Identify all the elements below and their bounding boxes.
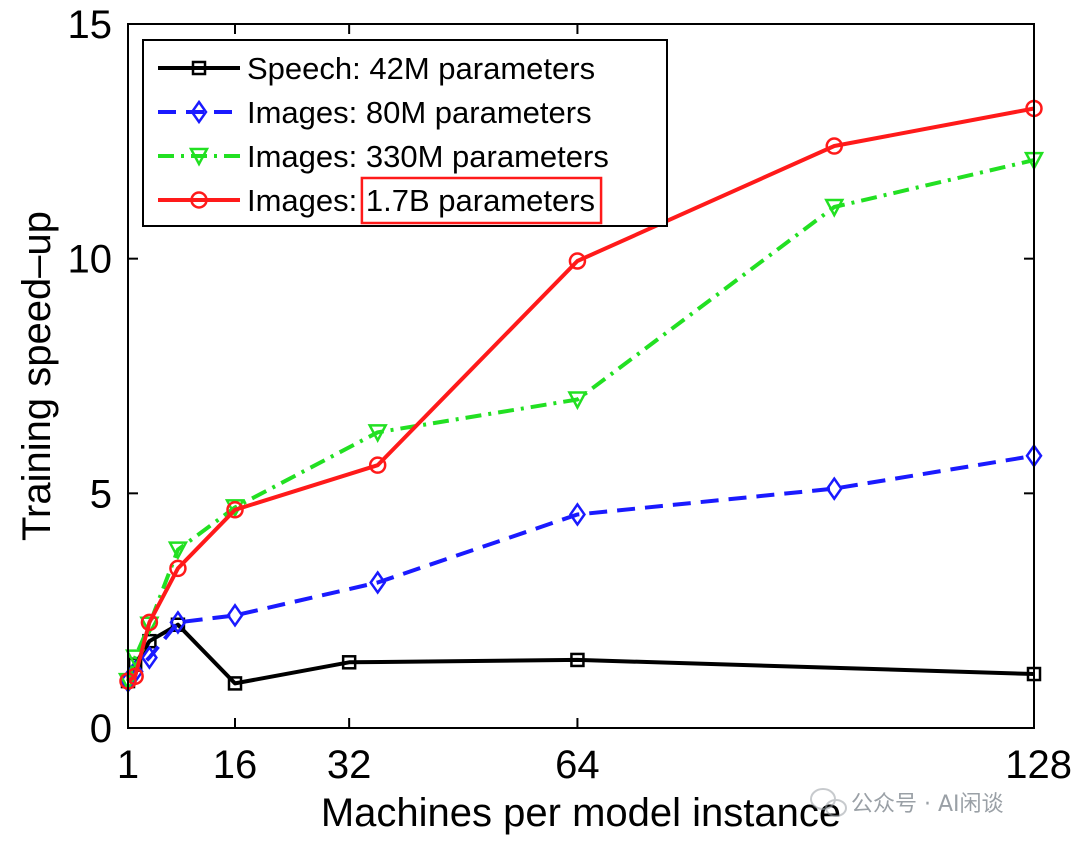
legend-marker: [190, 99, 208, 125]
data-point: [368, 456, 387, 474]
x-tick-label: 64: [555, 743, 600, 787]
data-point: [568, 252, 587, 270]
data-point: [140, 613, 159, 632]
y-tick-label: 10: [68, 238, 113, 282]
data-point: [167, 541, 189, 561]
legend-highlight-text: 1.7B parameters: [366, 183, 595, 218]
tick-labels: 1 16 32 64 128 0 5 10 15: [68, 3, 1073, 787]
y-tick-label: 15: [68, 3, 113, 47]
y-axis-title: Training speed–up: [15, 211, 59, 541]
legend-marker: [188, 147, 210, 167]
legend-entry-4: Images: 1.7B parameters: [158, 176, 603, 225]
series-3: [117, 151, 1045, 692]
legend-entry-2: Images: 80M parameters: [158, 95, 592, 130]
x-axis-title: Machines per model instance: [321, 791, 841, 835]
plot-frame: [127, 23, 1035, 729]
legend-entry-1: Speech: 42M parameters: [158, 51, 595, 86]
series-1: [120, 617, 1042, 691]
data-point: [226, 603, 244, 628]
legend-entry-3: Images: 330M parameters: [158, 139, 609, 174]
data-point: [139, 616, 160, 636]
legend-label: Speech: 42M parameters: [247, 51, 595, 86]
data-point: [140, 645, 158, 670]
x-tick-label: 1: [117, 743, 139, 787]
data-point: [824, 198, 845, 218]
legend: Speech: 42M parameters Images: 80M parame…: [142, 39, 668, 227]
axis-ticks: [127, 23, 1035, 729]
highlight-box: [360, 176, 603, 225]
data-point: [369, 570, 387, 595]
series-line: [126, 158, 1035, 682]
x-tick-label: 32: [327, 743, 372, 787]
legend-label: Images: 80M parameters: [247, 95, 592, 130]
data-point: [825, 476, 843, 501]
data-point: [367, 424, 388, 443]
x-tick-label: 128: [1005, 743, 1072, 787]
wechat-icon: [810, 788, 847, 817]
legend-box: [142, 39, 668, 227]
y-tick-label: 5: [90, 472, 112, 516]
legend-label: Images: 1.7B parameters: [247, 183, 595, 218]
watermark: 公众号 · AI闲谈: [810, 788, 1004, 817]
legend-marker: [191, 60, 207, 76]
data-point: [226, 501, 244, 519]
data-point: [567, 391, 588, 411]
x-tick-label: 16: [213, 743, 258, 787]
data-point: [227, 676, 243, 691]
series-4: [119, 99, 1043, 690]
data-point: [169, 559, 187, 578]
data-point: [341, 655, 357, 670]
data-point: [568, 502, 586, 527]
series-line: [126, 106, 1035, 683]
legend-marker: [190, 191, 208, 209]
series-line: [126, 453, 1035, 683]
legend-label: Images: 330M parameters: [247, 139, 609, 174]
y-tick-label: 0: [90, 707, 112, 751]
data-point: [169, 610, 187, 635]
data-point: [825, 137, 844, 155]
watermark-text: 公众号 · AI闲谈: [851, 792, 1004, 817]
series-layer: [117, 99, 1045, 694]
data-point: [570, 652, 585, 668]
